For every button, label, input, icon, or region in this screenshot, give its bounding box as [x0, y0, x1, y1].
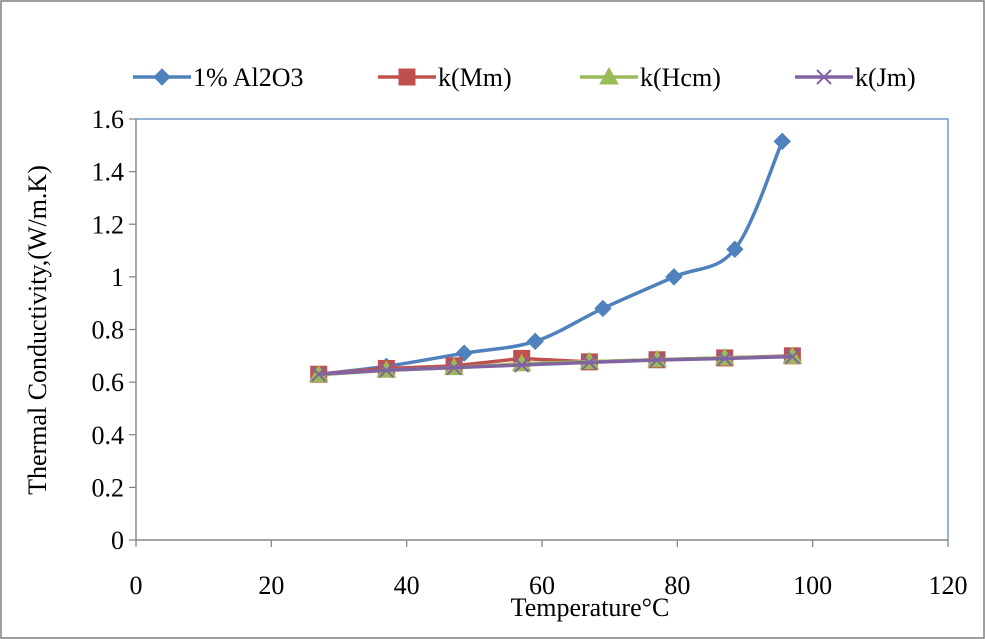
data-point	[726, 240, 744, 258]
legend-item: k(Mm)	[378, 63, 512, 92]
data-point	[581, 354, 598, 371]
y-tick-label: 1.2	[92, 210, 125, 239]
series-3	[310, 348, 801, 382]
legend: 1% Al2O3 k(Mm) k(Hcm) k(Jm)	[133, 63, 916, 92]
legend-marker	[398, 68, 416, 86]
x-tick-label: 20	[258, 571, 284, 600]
y-tick-label: 0.2	[92, 473, 125, 502]
y-tick-label: 0.4	[92, 421, 125, 450]
data-point	[455, 344, 473, 362]
data-point	[594, 299, 612, 318]
legend-item: 1% Al2O3	[133, 63, 304, 92]
y-tick-label: 0	[111, 526, 124, 555]
x-axis-title: Temperature°C	[511, 593, 670, 622]
y-tick-label: 1	[111, 263, 124, 292]
data-point	[649, 352, 665, 368]
legend-marker	[599, 66, 619, 85]
x-tick-label: 60	[529, 571, 555, 600]
data-point	[773, 132, 791, 151]
legend-label: k(Hcm)	[640, 63, 721, 92]
data-point	[378, 362, 395, 378]
axes-layer: 0 0.2 0.4 0.6 0.8 1 1.2 1.4 1.6 0 20 40 60 80 100 120	[92, 105, 968, 600]
legend-label: k(Mm)	[438, 63, 512, 92]
x-tick-label: 120	[929, 571, 968, 600]
data-point	[526, 332, 544, 351]
legend-marker	[816, 69, 832, 85]
y-tick-label: 0.6	[92, 368, 125, 397]
data-point	[784, 348, 801, 365]
legend-label: k(Jm)	[855, 63, 916, 92]
x-tick-label: 40	[394, 571, 420, 600]
legend-label: 1% Al2O3	[193, 63, 304, 92]
data-point	[716, 350, 733, 367]
y-tick-label: 0.8	[92, 316, 125, 345]
y-axis-title: Thermal Conductivity,(W/m.K)	[23, 165, 52, 495]
legend-item: k(Hcm)	[580, 63, 721, 92]
legend-item: k(Jm)	[795, 63, 916, 92]
data-point	[665, 268, 683, 286]
legend-marker	[153, 68, 171, 86]
series-line	[318, 354, 793, 376]
series-layer	[308, 132, 803, 383]
data-point	[513, 357, 530, 373]
data-point	[446, 359, 462, 376]
x-tick-label: 0	[130, 571, 143, 600]
x-tick-label: 100	[793, 571, 832, 600]
y-tick-label: 1.6	[92, 105, 125, 134]
x-tick-label: 80	[664, 571, 690, 600]
data-point	[310, 366, 327, 382]
y-tick-label: 1.4	[92, 158, 125, 187]
